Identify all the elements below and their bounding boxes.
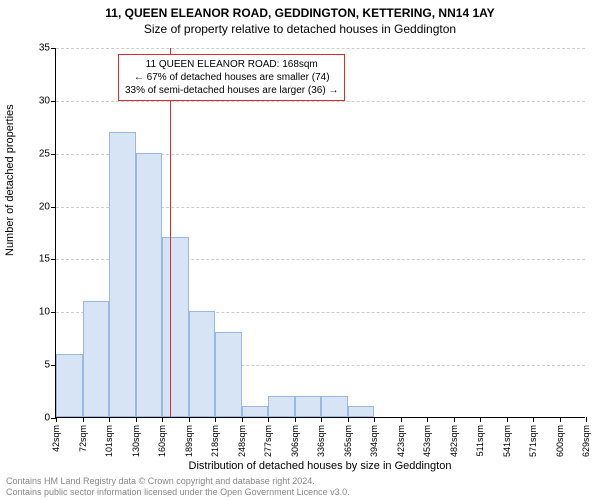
ytick-label: 10 (39, 307, 50, 318)
annotation-line: 11 QUEEN ELEANOR ROAD: 168sqm (125, 58, 338, 71)
histogram-bar (136, 153, 163, 417)
histogram-bar (215, 332, 242, 417)
y-axis-label: Number of detached properties (4, 104, 16, 256)
xtick-label: 42sqm (51, 425, 61, 452)
x-axis-label: Distribution of detached houses by size … (55, 460, 585, 472)
histogram-bar (109, 132, 136, 417)
xtick-label: 277sqm (263, 425, 273, 457)
xtick-label: 541sqm (502, 425, 512, 457)
chart-title-main: 11, QUEEN ELEANOR ROAD, GEDDINGTON, KETT… (0, 0, 600, 20)
xtick-mark (56, 417, 57, 422)
ytick-mark (51, 101, 56, 102)
ytick-label: 5 (44, 360, 50, 371)
xtick-mark (586, 417, 587, 422)
xtick-mark (374, 417, 375, 422)
xtick-mark (268, 417, 269, 422)
ytick-label: 35 (39, 43, 50, 54)
xtick-label: 394sqm (369, 425, 379, 457)
chart-area: 0510152025303542sqm72sqm101sqm130sqm160s… (55, 48, 585, 418)
xtick-label: 218sqm (210, 425, 220, 457)
xtick-mark (480, 417, 481, 422)
footer-attribution: Contains HM Land Registry data © Crown c… (6, 476, 350, 498)
xtick-mark (215, 417, 216, 422)
xtick-label: 453sqm (422, 425, 432, 457)
footer-line-1: Contains HM Land Registry data © Crown c… (6, 476, 350, 487)
xtick-label: 571sqm (528, 425, 538, 457)
xtick-mark (401, 417, 402, 422)
ytick-label: 15 (39, 254, 50, 265)
xtick-mark (507, 417, 508, 422)
xtick-mark (162, 417, 163, 422)
ytick-mark (51, 207, 56, 208)
gridline (56, 48, 585, 49)
ytick-mark (51, 154, 56, 155)
annotation-line: 33% of semi-detached houses are larger (… (125, 84, 338, 97)
chart-title-sub: Size of property relative to detached ho… (0, 20, 600, 36)
xtick-mark (242, 417, 243, 422)
histogram-bar (242, 406, 269, 417)
xtick-mark (348, 417, 349, 422)
ytick-label: 30 (39, 95, 50, 106)
histogram-bar (295, 396, 322, 417)
xtick-label: 160sqm (157, 425, 167, 457)
xtick-label: 511sqm (475, 425, 485, 456)
xtick-label: 336sqm (316, 425, 326, 457)
xtick-label: 629sqm (581, 425, 591, 457)
histogram-bar (189, 311, 216, 417)
ytick-label: 25 (39, 148, 50, 159)
histogram-bar (321, 396, 348, 417)
xtick-label: 306sqm (290, 425, 300, 457)
ytick-mark (51, 259, 56, 260)
xtick-mark (189, 417, 190, 422)
ytick-mark (51, 312, 56, 313)
xtick-label: 365sqm (343, 425, 353, 457)
xtick-mark (136, 417, 137, 422)
property-marker-line (170, 48, 171, 417)
xtick-mark (83, 417, 84, 422)
ytick-label: 20 (39, 201, 50, 212)
histogram-bar (268, 396, 295, 417)
xtick-label: 423sqm (396, 425, 406, 457)
xtick-mark (109, 417, 110, 422)
xtick-mark (454, 417, 455, 422)
xtick-mark (533, 417, 534, 422)
xtick-label: 482sqm (449, 425, 459, 457)
histogram-bar (162, 237, 189, 417)
ytick-label: 0 (44, 413, 50, 424)
xtick-label: 248sqm (237, 425, 247, 457)
annotation-line: ← 67% of detached houses are smaller (74… (125, 71, 338, 84)
ytick-mark (51, 48, 56, 49)
histogram-bar (56, 354, 83, 417)
histogram-bar (348, 406, 375, 417)
xtick-mark (321, 417, 322, 422)
xtick-label: 130sqm (131, 425, 141, 457)
xtick-label: 101sqm (104, 425, 114, 457)
xtick-mark (560, 417, 561, 422)
xtick-label: 189sqm (184, 425, 194, 457)
xtick-label: 72sqm (78, 425, 88, 452)
histogram-bar (83, 301, 110, 417)
annotation-box: 11 QUEEN ELEANOR ROAD: 168sqm← 67% of de… (118, 54, 345, 101)
xtick-mark (295, 417, 296, 422)
plot-region: 0510152025303542sqm72sqm101sqm130sqm160s… (55, 48, 585, 418)
footer-line-2: Contains public sector information licen… (6, 487, 350, 498)
xtick-mark (427, 417, 428, 422)
xtick-label: 600sqm (555, 425, 565, 457)
